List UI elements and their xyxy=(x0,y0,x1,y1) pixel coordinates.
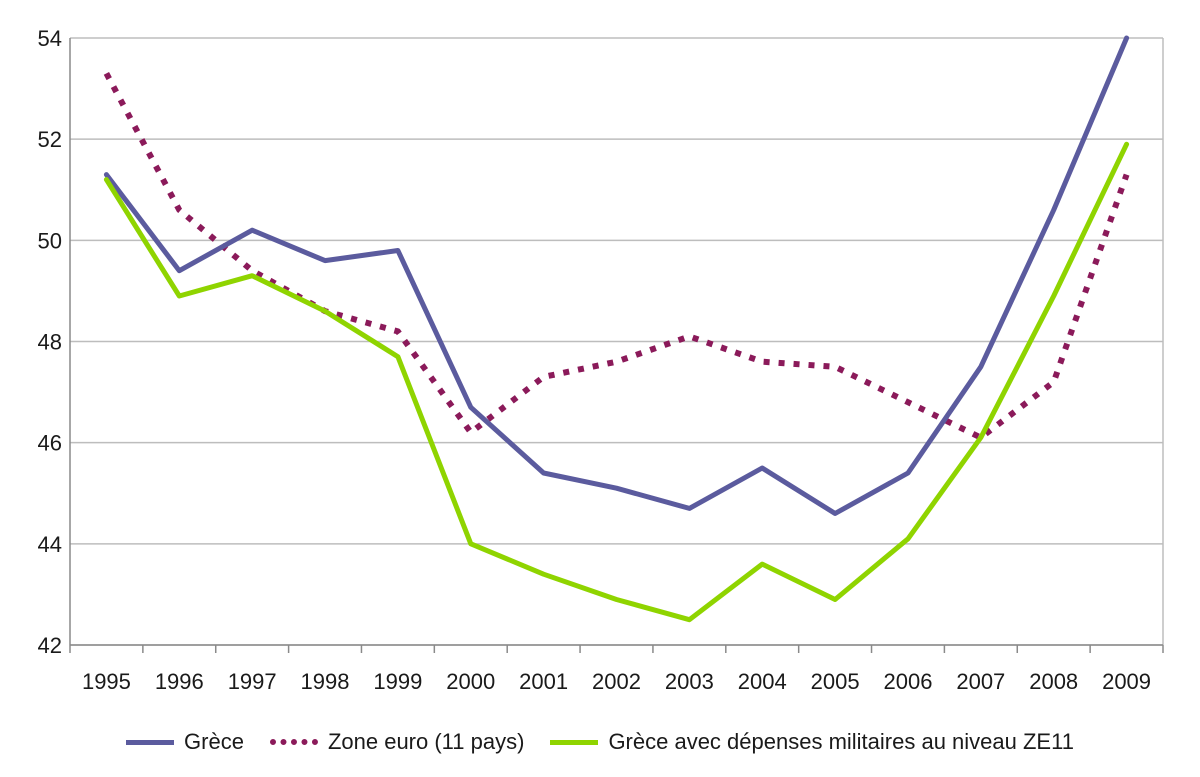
x-tick-label: 2004 xyxy=(738,669,787,694)
x-tick-label: 1995 xyxy=(82,669,131,694)
series-line-0 xyxy=(103,35,1130,516)
legend-swatch-zone-euro xyxy=(269,739,318,745)
x-tick-labels: 1995 1996 1997 1998 1999 2000 2001 2002 2003 2004… xyxy=(82,669,1151,694)
x-tick-label: 2007 xyxy=(956,669,1005,694)
x-tick-label: 1999 xyxy=(373,669,422,694)
y-tick-label: 48 xyxy=(38,330,62,355)
series-line-2 xyxy=(103,141,1130,623)
x-tick-label: 1998 xyxy=(301,669,350,694)
legend-item-grece: Grèce xyxy=(126,729,244,755)
x-tick-label: 2008 xyxy=(1029,669,1078,694)
legend-label-grece: Grèce xyxy=(184,729,244,754)
legend-label-grece-militaires: Grèce avec dépenses militaires au niveau… xyxy=(608,729,1074,754)
y-tick-label: 42 xyxy=(38,633,62,658)
x-tick-label: 2000 xyxy=(446,669,495,694)
legend-swatch-grece xyxy=(126,739,175,745)
y-tick-label: 54 xyxy=(38,26,62,51)
y-tick-label: 52 xyxy=(38,127,62,152)
series-lines xyxy=(103,35,1130,623)
legend: Grèce Zone euro (11 pays) Grèce avec dép… xyxy=(0,722,1200,762)
x-tick-label: 2005 xyxy=(811,669,860,694)
line-chart: 42 44 46 48 50 52 54 1995 1996 1997 1998 1999 2000 2… xyxy=(38,26,1164,694)
axes xyxy=(69,38,1164,653)
x-tick-label: 2002 xyxy=(592,669,641,694)
legend-item-grece-militaires: Grèce avec dépenses militaires au niveau… xyxy=(550,729,1074,755)
x-tick-label: 1997 xyxy=(228,669,277,694)
y-tick-label: 44 xyxy=(38,532,62,557)
y-tick-label: 46 xyxy=(38,431,62,456)
x-tick-label: 1996 xyxy=(155,669,204,694)
x-tick-label: 2006 xyxy=(883,669,932,694)
series-line-1 xyxy=(103,71,1130,441)
legend-swatch-grece-militaires xyxy=(550,739,599,745)
x-tick-label: 2009 xyxy=(1102,669,1151,694)
legend-item-zone-euro: Zone euro (11 pays) xyxy=(269,729,525,755)
y-tick-labels: 42 44 46 48 50 52 54 xyxy=(38,26,62,658)
y-tick-label: 50 xyxy=(38,228,62,253)
legend-label-zone-euro: Zone euro (11 pays) xyxy=(327,729,525,754)
x-tick-label: 2003 xyxy=(665,669,714,694)
gridlines xyxy=(70,37,1163,646)
x-tick-label: 2001 xyxy=(519,669,568,694)
